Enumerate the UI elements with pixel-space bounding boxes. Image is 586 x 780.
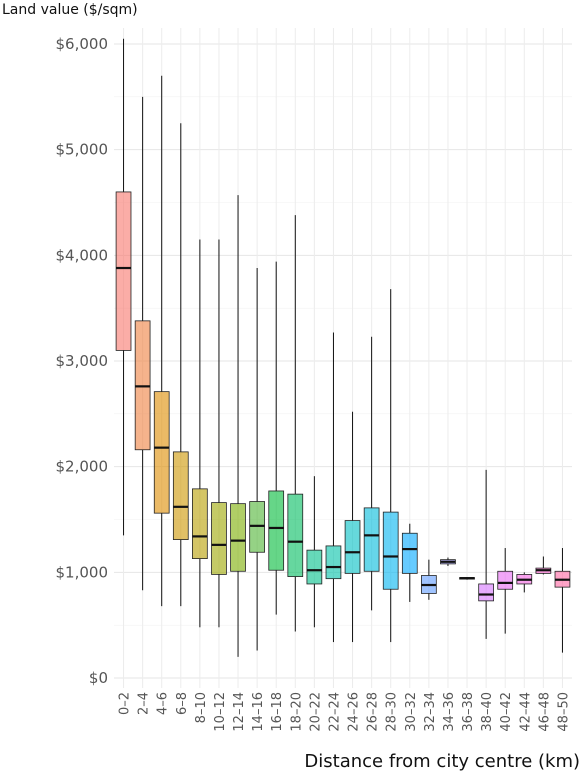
box-8–10 [192,239,208,628]
x-tick-label: 24–26 [347,692,362,732]
box-body [268,490,285,571]
box-22–24 [325,332,342,643]
y-axis-ticks: $0 $1,000 $2,000 $3,000 $4,000 $5,000 $6,000 [56,35,109,687]
box-body [306,549,323,585]
y-tick-label: $6,000 [56,35,109,53]
x-tick-label: 32–34 [423,692,438,732]
box-body [230,503,246,572]
x-tick-label: 2–4 [137,692,152,715]
box-34–36 [440,557,456,566]
box-body [401,532,418,574]
box-42–44 [516,572,533,593]
box-32–34 [421,559,437,600]
box-48–50 [554,548,571,653]
y-axis-title: Land value ($/sqm) [2,2,138,18]
x-tick-label: 20–22 [308,692,323,732]
box-body [325,545,342,580]
x-tick-label: 42–44 [518,692,533,732]
x-tick-label: 8–10 [194,692,209,723]
box-body [497,570,514,590]
box-0–2 [115,38,132,536]
x-tick-label: 46–48 [537,692,552,732]
x-tick-label: 26–28 [366,692,381,732]
y-tick-label: $0 [89,669,108,687]
x-tick-label: 0–2 [118,692,133,715]
boxes-layer [115,38,571,657]
x-tick-label: 10–12 [213,692,228,732]
box-6–8 [172,123,189,607]
box-body [172,451,189,540]
box-body [115,191,132,351]
box-26–28 [363,336,380,611]
box-20–22 [306,476,323,628]
box-body [478,583,494,602]
box-40–42 [497,548,514,634]
box-30–32 [401,523,418,602]
x-tick-label: 6–8 [175,692,190,715]
y-tick-label: $4,000 [56,246,109,264]
box-body [211,502,227,575]
box-24–26 [344,411,361,643]
y-tick-label: $5,000 [56,141,109,159]
x-tick-label: 14–16 [251,692,266,732]
box-body [287,493,304,577]
box-4–6 [153,75,170,607]
box-body [192,488,208,559]
box-38–40 [478,469,494,639]
box-body [382,511,399,590]
x-tick-label: 40–42 [499,692,514,732]
x-tick-label: 16–18 [270,692,285,732]
box-28–30 [382,289,399,643]
box-36–38 [459,577,475,580]
y-tick-label: $2,000 [56,458,109,476]
x-tick-label: 12–14 [232,692,247,732]
x-axis-title: Distance from city centre (km) [304,751,580,772]
y-tick-label: $1,000 [56,563,109,581]
x-tick-label: 38–40 [480,692,495,732]
box-body [344,520,361,574]
box-body [363,507,380,572]
x-tick-label: 30–32 [404,692,419,732]
x-tick-label: 34–36 [442,692,457,732]
box-2–4 [134,96,151,591]
box-16–18 [268,261,285,615]
box-18–20 [287,215,304,632]
x-axis-ticks: 0–2 2–4 4–6 6–8 8–10 10–12 12–14 14–16 16–18 18–2… [118,692,572,732]
x-tick-label: 18–20 [289,692,304,732]
box-12–14 [230,195,246,657]
box-body [153,391,170,514]
y-tick-label: $3,000 [56,352,109,370]
box-10–12 [211,239,227,628]
box-14–16 [249,268,265,651]
x-tick-label: 28–30 [385,692,400,732]
x-tick-label: 22–24 [327,692,342,732]
x-tick-label: 48–50 [556,692,571,732]
x-tick-label: 4–6 [156,692,171,715]
x-tick-label: 36–38 [461,692,476,732]
box-46–48 [535,556,552,575]
